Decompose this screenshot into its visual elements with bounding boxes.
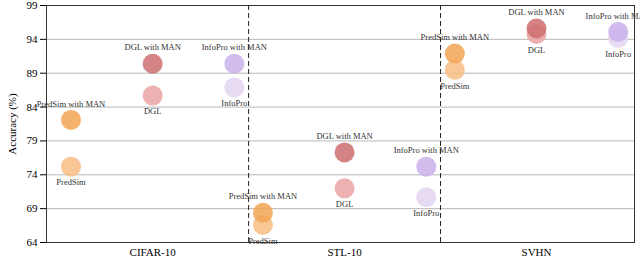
svg-text:69: 69 (27, 202, 39, 214)
svg-text:STL-10: STL-10 (327, 246, 362, 258)
svg-text:Accuracy (%): Accuracy (%) (6, 93, 19, 155)
svg-text:DGL with MAN: DGL with MAN (316, 131, 372, 141)
svg-text:DGL with MAN: DGL with MAN (508, 7, 564, 17)
svg-text:InfoPro: InfoPro (605, 49, 631, 59)
svg-text:89: 89 (27, 67, 39, 79)
svg-text:DGL: DGL (144, 106, 161, 116)
svg-text:PredSim: PredSim (440, 81, 470, 91)
svg-text:InfoPro: InfoPro (413, 208, 439, 218)
svg-text:84: 84 (26, 100, 38, 113)
svg-text:74: 74 (27, 168, 39, 180)
svg-text:99: 99 (27, 0, 39, 11)
svg-text:PredSim with MAN: PredSim with MAN (421, 32, 489, 42)
svg-text:InfoPro with MAN: InfoPro with MAN (202, 42, 267, 52)
svg-text:PredSim with MAN: PredSim with MAN (229, 191, 297, 201)
svg-text:79: 79 (27, 134, 39, 146)
svg-text:InfoPro: InfoPro (221, 98, 247, 108)
svg-text:DGL with MAN: DGL with MAN (124, 42, 180, 52)
svg-text:94: 94 (27, 33, 39, 45)
svg-text:CIFAR-10: CIFAR-10 (130, 246, 177, 258)
svg-text:InfoPro with MAN: InfoPro with MAN (586, 11, 640, 21)
svg-text:64: 64 (27, 236, 39, 248)
svg-text:DGL: DGL (336, 199, 353, 209)
svg-text:PredSim: PredSim (56, 177, 86, 187)
svg-text:PredSim with MAN: PredSim with MAN (37, 99, 105, 109)
svg-text:InfoPro with MAN: InfoPro with MAN (394, 145, 459, 155)
svg-text:DGL: DGL (528, 45, 545, 55)
svg-text:SVHN: SVHN (522, 246, 552, 258)
svg-text:PredSim: PredSim (248, 236, 278, 246)
